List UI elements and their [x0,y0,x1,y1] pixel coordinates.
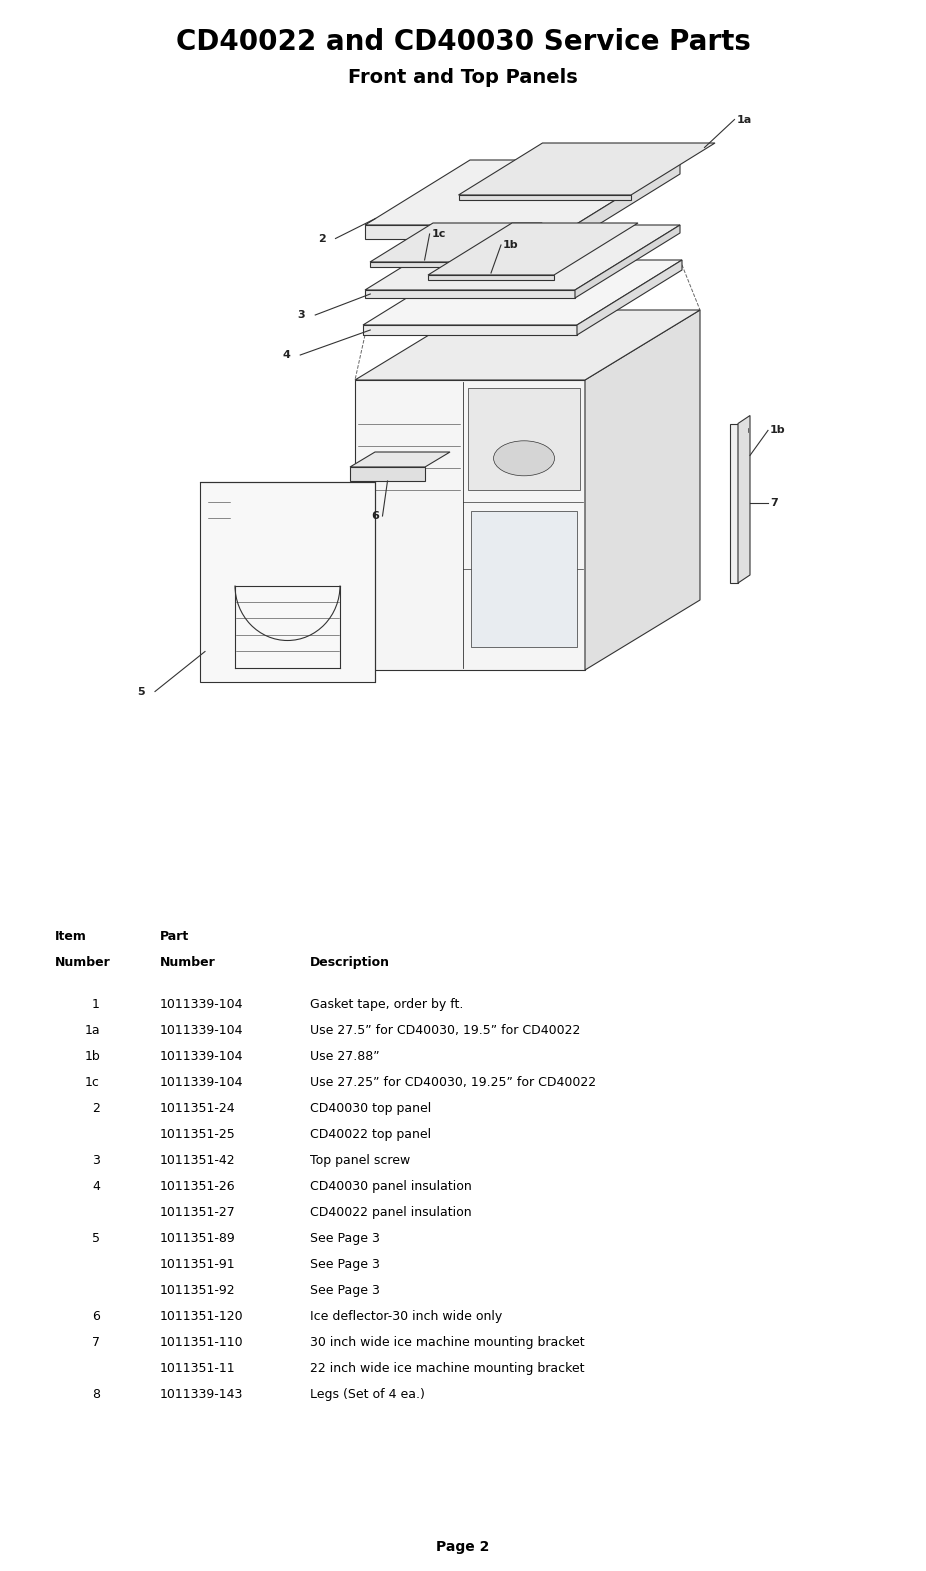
Polygon shape [355,309,700,380]
Polygon shape [365,225,680,291]
Polygon shape [363,325,577,335]
Text: 2: 2 [318,234,326,244]
Text: Gasket tape, order by ft.: Gasket tape, order by ft. [310,998,463,1010]
Text: 30 inch wide ice machine mounting bracket: 30 inch wide ice machine mounting bracke… [310,1335,584,1348]
Text: 1011351-89: 1011351-89 [160,1232,236,1244]
Text: 1011351-120: 1011351-120 [160,1310,244,1323]
Text: 2: 2 [92,1101,100,1114]
Text: 1c: 1c [85,1076,100,1089]
Text: CD40030 top panel: CD40030 top panel [310,1101,432,1114]
Polygon shape [370,223,543,262]
Text: 1: 1 [92,998,100,1010]
Ellipse shape [494,441,555,476]
Text: Part: Part [160,930,189,943]
Polygon shape [575,160,680,239]
Polygon shape [469,388,580,490]
Polygon shape [730,424,738,583]
Text: 4: 4 [92,1180,100,1192]
Text: 6: 6 [371,511,380,522]
Text: 7: 7 [770,498,778,509]
Text: 1011351-11: 1011351-11 [160,1362,235,1375]
Polygon shape [458,195,631,200]
Text: 1b: 1b [770,426,785,435]
Text: 1c: 1c [432,229,446,239]
Text: CD40030 panel insulation: CD40030 panel insulation [310,1180,471,1192]
Text: 1011339-104: 1011339-104 [160,1024,244,1037]
Text: 1011351-24: 1011351-24 [160,1101,235,1114]
Text: 1011351-42: 1011351-42 [160,1153,235,1167]
Text: CD40022 top panel: CD40022 top panel [310,1128,432,1141]
Text: Item: Item [55,930,87,943]
Text: Use 27.25” for CD40030, 19.25” for CD40022: Use 27.25” for CD40030, 19.25” for CD400… [310,1076,596,1089]
Text: 1011351-26: 1011351-26 [160,1180,235,1192]
Polygon shape [738,415,750,583]
Text: 6: 6 [92,1310,100,1323]
Text: CD40022 and CD40030 Service Parts: CD40022 and CD40030 Service Parts [176,28,750,57]
Text: 1b: 1b [84,1049,100,1062]
Text: 1011339-143: 1011339-143 [160,1387,244,1401]
Text: 1011339-104: 1011339-104 [160,998,244,1010]
Text: 1011351-92: 1011351-92 [160,1284,235,1296]
Polygon shape [363,259,682,325]
Text: Top panel screw: Top panel screw [310,1153,410,1167]
Polygon shape [370,262,479,267]
Text: Use 27.88”: Use 27.88” [310,1049,380,1062]
Text: Ice deflector-30 inch wide only: Ice deflector-30 inch wide only [310,1310,502,1323]
Text: Number: Number [55,957,111,969]
Text: Number: Number [160,957,216,969]
Text: 22 inch wide ice machine mounting bracket: 22 inch wide ice machine mounting bracke… [310,1362,584,1375]
Text: 5: 5 [92,1232,100,1244]
Text: 4: 4 [282,350,290,360]
Polygon shape [428,275,554,280]
Polygon shape [471,511,577,647]
Text: See Page 3: See Page 3 [310,1232,380,1244]
Text: 3: 3 [92,1153,100,1167]
Text: Front and Top Panels: Front and Top Panels [348,68,578,86]
Text: 3: 3 [297,309,306,320]
Text: Page 2: Page 2 [436,1540,490,1554]
Polygon shape [200,481,375,682]
Text: 1b: 1b [503,240,519,250]
Text: Use 27.5” for CD40030, 19.5” for CD40022: Use 27.5” for CD40030, 19.5” for CD40022 [310,1024,581,1037]
Polygon shape [350,452,450,467]
Text: See Page 3: See Page 3 [310,1258,380,1271]
Polygon shape [458,143,715,195]
Text: 1011351-27: 1011351-27 [160,1205,236,1219]
Polygon shape [365,291,575,298]
Text: 1011351-91: 1011351-91 [160,1258,235,1271]
Text: 5: 5 [137,687,145,696]
Polygon shape [585,309,700,669]
Polygon shape [577,259,682,335]
Polygon shape [575,225,680,298]
Text: 1011339-104: 1011339-104 [160,1076,244,1089]
Text: 7: 7 [92,1335,100,1348]
Text: 1011351-110: 1011351-110 [160,1335,244,1348]
Text: See Page 3: See Page 3 [310,1284,380,1296]
Polygon shape [365,160,680,225]
Text: Description: Description [310,957,390,969]
Text: 8: 8 [92,1387,100,1401]
Polygon shape [365,225,575,239]
Text: 1a: 1a [736,115,752,124]
Text: 1a: 1a [84,1024,100,1037]
Polygon shape [350,467,425,481]
Text: 1011339-104: 1011339-104 [160,1049,244,1062]
Polygon shape [428,223,638,275]
Text: Legs (Set of 4 ea.): Legs (Set of 4 ea.) [310,1387,425,1401]
Text: 1011351-25: 1011351-25 [160,1128,236,1141]
Polygon shape [355,380,585,669]
Text: CD40022 panel insulation: CD40022 panel insulation [310,1205,471,1219]
